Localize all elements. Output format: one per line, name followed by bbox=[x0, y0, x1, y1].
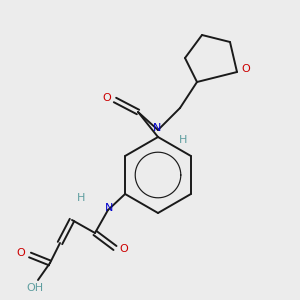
Text: N: N bbox=[105, 203, 113, 213]
Text: OH: OH bbox=[26, 283, 44, 293]
Text: O: O bbox=[16, 248, 26, 258]
Text: O: O bbox=[120, 244, 128, 254]
Text: O: O bbox=[242, 64, 250, 74]
Text: H: H bbox=[179, 135, 187, 145]
Text: H: H bbox=[77, 193, 85, 203]
Text: N: N bbox=[153, 123, 161, 133]
Text: O: O bbox=[103, 93, 111, 103]
